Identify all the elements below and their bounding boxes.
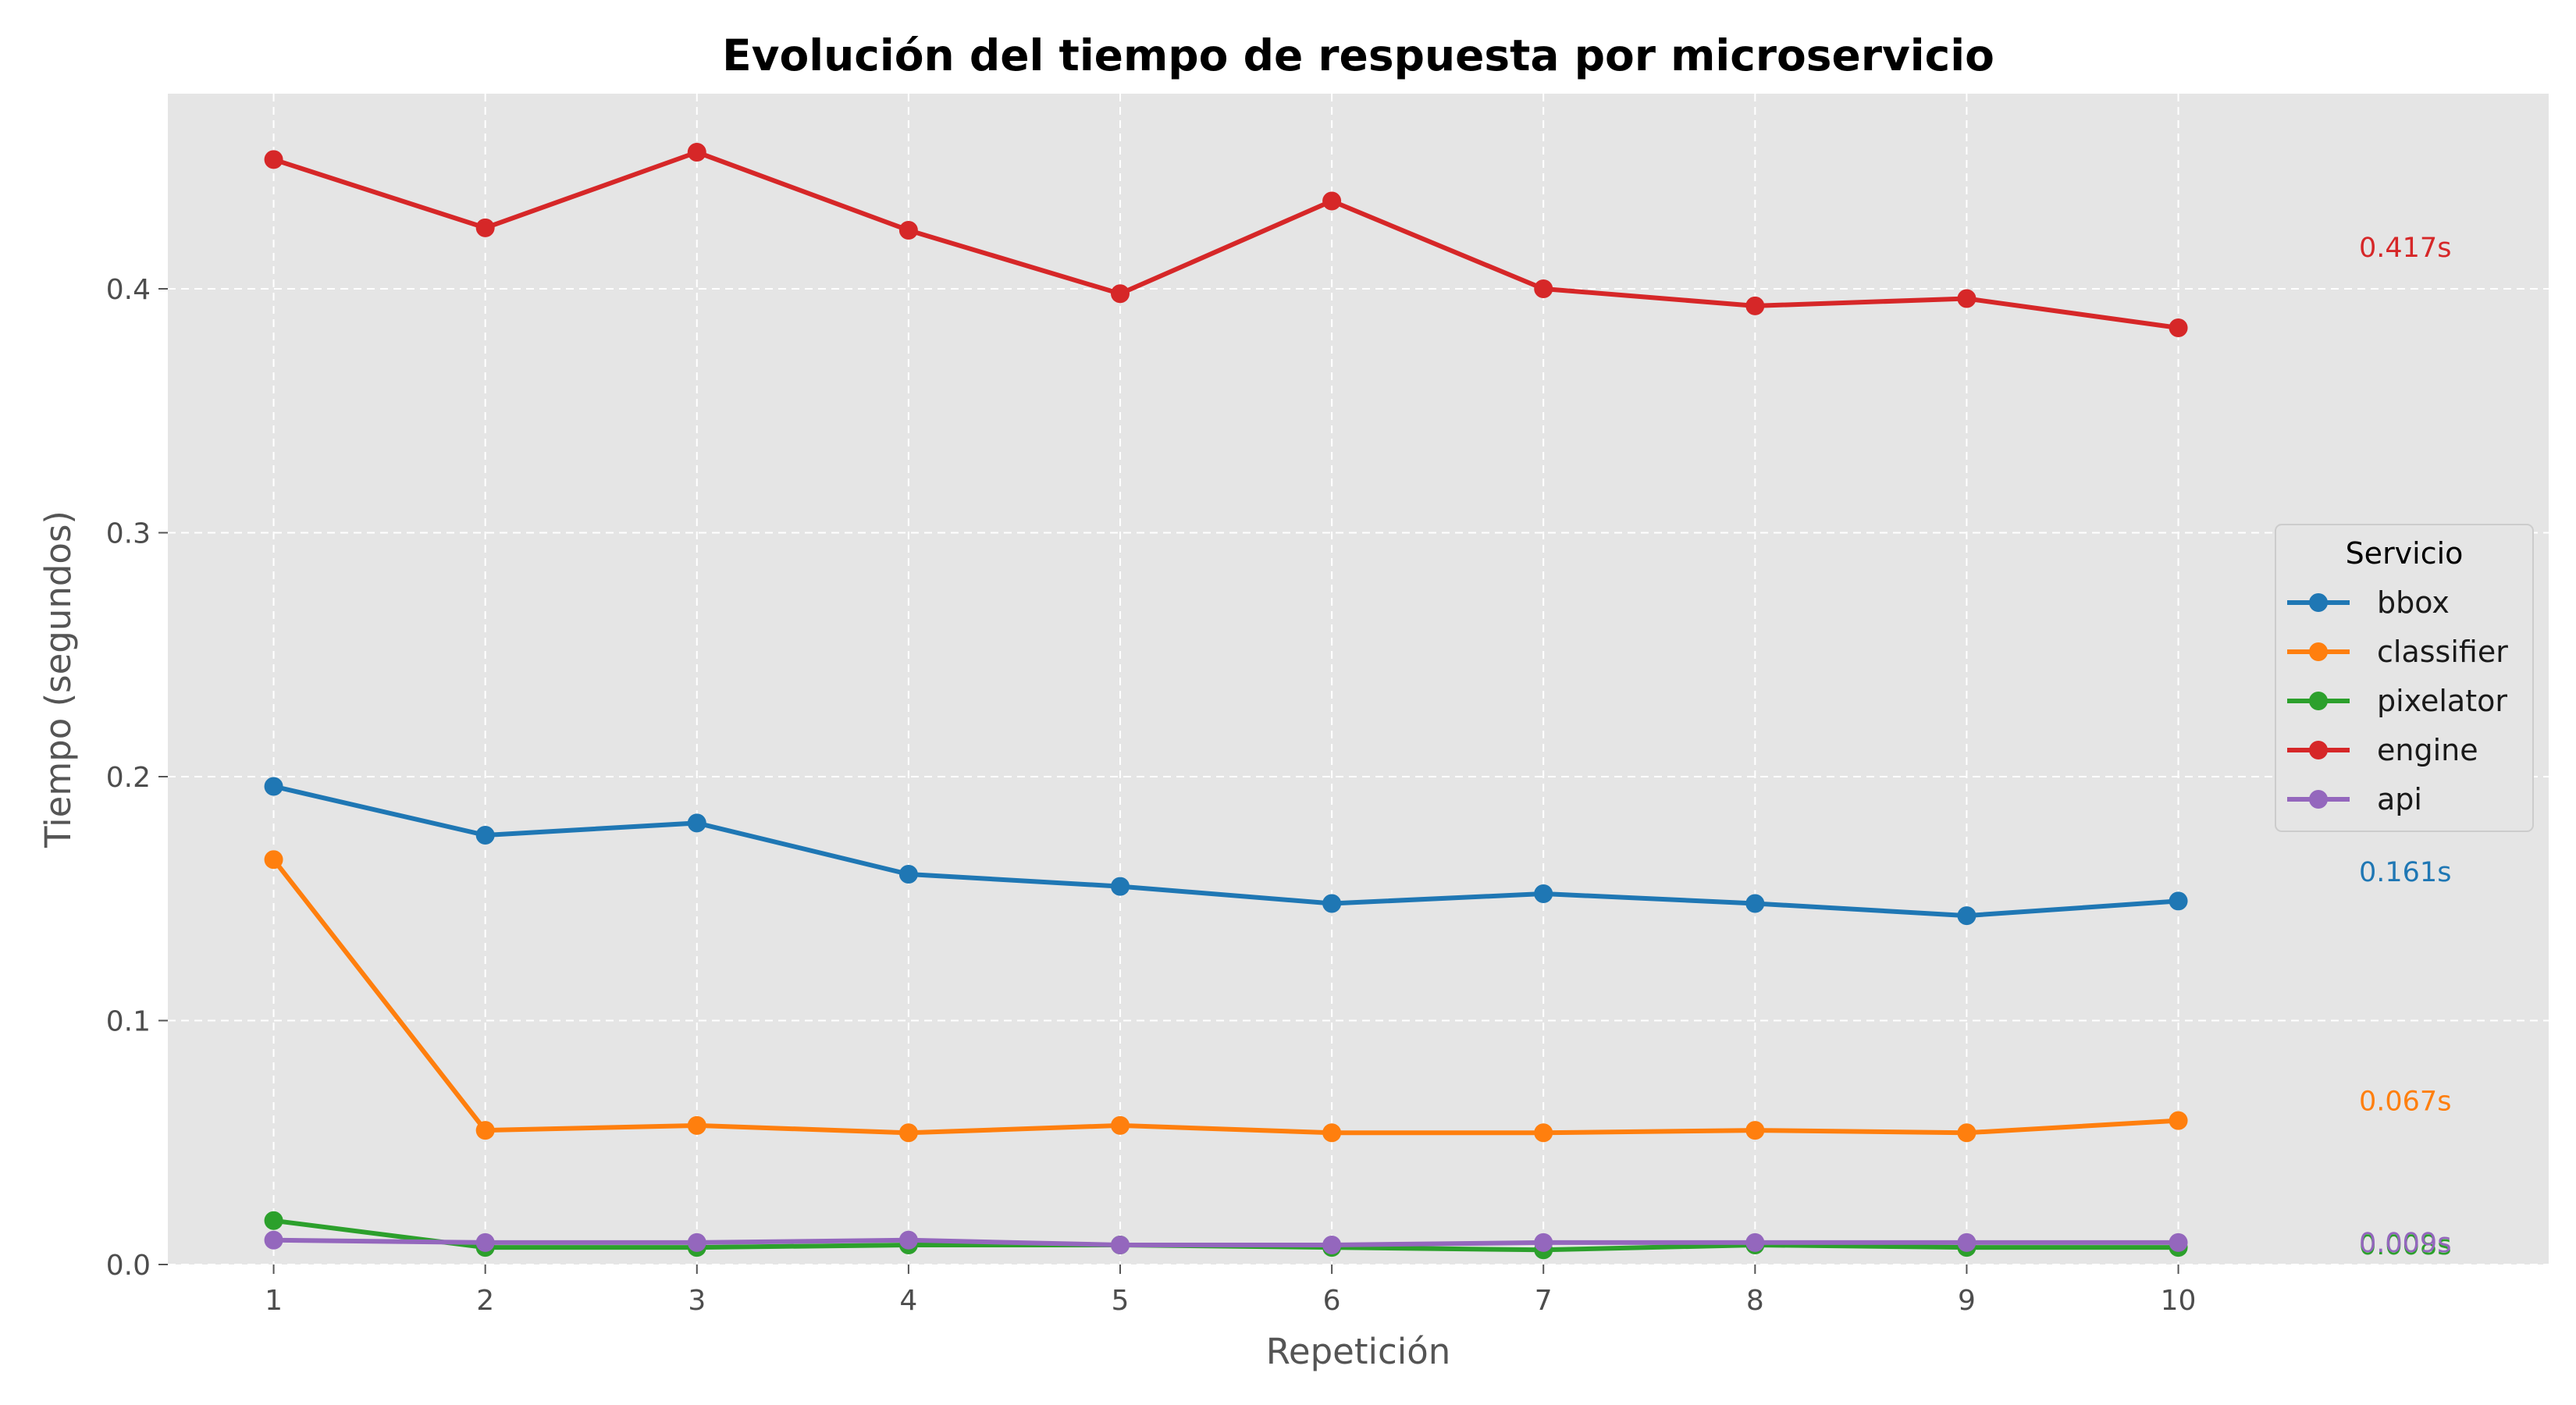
y-tick-label: 0.4: [106, 274, 151, 306]
legend-label: classifier: [2377, 635, 2508, 669]
x-tick-label: 10: [2161, 1285, 2197, 1317]
y-tick-label: 0.1: [106, 1006, 151, 1038]
legend-label: api: [2377, 782, 2422, 816]
data-point-engine: [2169, 318, 2188, 337]
plot-area: [168, 94, 2549, 1264]
series-api: [264, 1230, 2188, 1254]
x-tick-label: 3: [688, 1285, 706, 1317]
legend-swatch-marker: [2309, 642, 2328, 661]
legend: Servicio bbox classifier pixelator engine ap…: [2275, 524, 2534, 832]
end-label-pixelator: 0.008s: [2359, 1230, 2451, 1261]
data-point-engine: [264, 150, 283, 169]
end-label-api: 0.009s: [2359, 1228, 2451, 1259]
data-point-classifier: [2169, 1111, 2188, 1130]
series-classifier: [264, 850, 2188, 1143]
data-point-pixelator: [264, 1211, 283, 1230]
data-point-bbox: [1745, 894, 1765, 913]
data-point-classifier: [475, 1121, 495, 1140]
data-point-classifier: [1957, 1123, 1976, 1143]
y-tick-label: 0.0: [106, 1250, 151, 1282]
end-label-bbox: 0.161s: [2359, 857, 2451, 888]
data-point-api: [2169, 1232, 2188, 1252]
data-point-api: [1322, 1236, 1342, 1254]
x-tick-label: 7: [1535, 1285, 1553, 1317]
x-tick-label: 2: [476, 1285, 494, 1317]
legend-label: engine: [2377, 733, 2478, 767]
legend-swatch-marker: [2309, 790, 2328, 809]
data-point-bbox: [264, 777, 283, 796]
data-point-engine: [1322, 191, 1342, 211]
data-point-api: [687, 1232, 706, 1252]
data-point-classifier: [264, 850, 283, 870]
x-tick-label: 1: [265, 1285, 283, 1317]
legend-label: pixelator: [2377, 684, 2507, 718]
x-tick-label: 9: [1958, 1285, 1976, 1317]
data-point-bbox: [1322, 894, 1342, 913]
data-point-engine: [1745, 296, 1765, 315]
end-label-engine: 0.417s: [2359, 233, 2451, 264]
data-point-bbox: [475, 826, 495, 845]
legend-swatch-marker: [2309, 692, 2328, 710]
legend-item-bbox: bbox: [2287, 585, 2450, 620]
y-tick-label: 0.3: [106, 518, 151, 550]
end-label-classifier: 0.067s: [2359, 1087, 2451, 1118]
data-point-api: [1534, 1232, 1553, 1252]
data-point-bbox: [1534, 884, 1553, 903]
data-point-api: [1111, 1236, 1130, 1254]
legend-swatch-marker: [2309, 593, 2328, 612]
data-point-api: [898, 1230, 918, 1250]
series-line-engine: [271, 150, 2181, 330]
data-point-api: [475, 1232, 495, 1252]
x-axis-label: Repetición: [1266, 1331, 1451, 1372]
data-point-bbox: [1111, 877, 1130, 896]
series-line-classifier: [271, 857, 2181, 1136]
series-line-bbox: [271, 784, 2181, 919]
data-point-engine: [898, 221, 918, 240]
series-line-api: [271, 1237, 2181, 1247]
legend-item-api: api: [2287, 782, 2422, 816]
end-labels: 0.161s 0.067s 0.008s 0.417s 0.009s: [2359, 233, 2451, 1261]
data-point-api: [1957, 1232, 1976, 1252]
data-point-bbox: [687, 813, 706, 833]
data-point-classifier: [687, 1115, 706, 1135]
data-point-classifier: [898, 1123, 918, 1143]
x-tick-label: 6: [1323, 1285, 1341, 1317]
grid: [168, 94, 2549, 1265]
axis-ticks: 0.0 0.1 0.2 0.3 0.4 1 2 3 4 5 6 7 8 9 10: [106, 274, 2197, 1317]
data-point-classifier: [1111, 1115, 1130, 1135]
data-point-engine: [1957, 289, 1976, 308]
legend-items: bbox classifier pixelator engine api: [2287, 585, 2508, 816]
legend-title: Servicio: [2346, 536, 2464, 571]
data-point-api: [264, 1230, 283, 1250]
data-point-engine: [687, 143, 706, 162]
legend-item-classifier: classifier: [2287, 635, 2508, 669]
y-axis-label: Tiempo (segundos): [37, 510, 79, 848]
legend-item-pixelator: pixelator: [2287, 684, 2507, 718]
y-tick-label: 0.2: [106, 762, 151, 794]
x-tick-label: 4: [899, 1285, 917, 1317]
data-point-engine: [1534, 279, 1553, 298]
series-layer: [264, 143, 2188, 1260]
data-point-api: [1745, 1232, 1765, 1252]
data-point-bbox: [2169, 891, 2188, 911]
data-point-engine: [1111, 284, 1130, 304]
data-point-classifier: [1322, 1123, 1342, 1143]
data-point-bbox: [1957, 906, 1976, 926]
legend-swatch-marker: [2309, 741, 2328, 759]
series-engine: [264, 143, 2188, 337]
legend-item-engine: engine: [2287, 733, 2478, 767]
series-bbox: [264, 777, 2188, 926]
x-tick-label: 5: [1112, 1285, 1130, 1317]
legend-label: bbox: [2377, 585, 2450, 620]
data-point-classifier: [1534, 1123, 1553, 1143]
data-point-bbox: [898, 865, 918, 884]
data-point-classifier: [1745, 1121, 1765, 1140]
x-tick-label: 8: [1746, 1285, 1764, 1317]
chart-title: Evolución del tiempo de respuesta por mi…: [722, 30, 1994, 80]
data-point-engine: [475, 218, 495, 237]
